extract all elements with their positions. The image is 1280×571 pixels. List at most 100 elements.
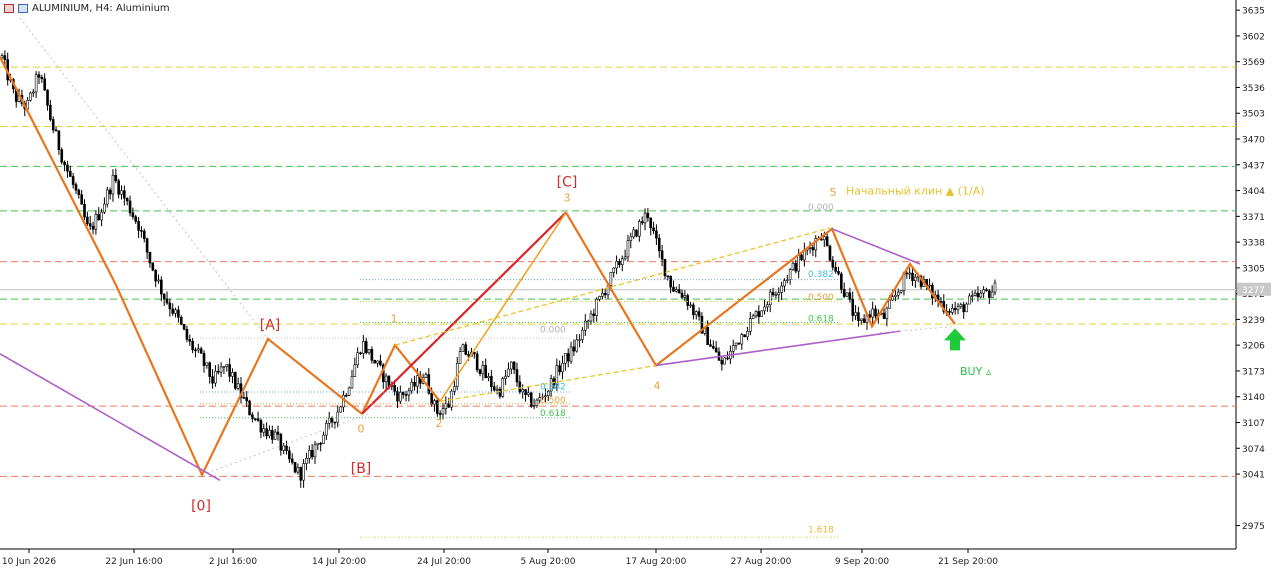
wedge-lower-line — [655, 330, 901, 367]
candle-body — [583, 320, 587, 331]
candle-body — [356, 352, 359, 366]
candle-body — [990, 291, 994, 298]
y-tick-label: 3536 — [1242, 84, 1265, 94]
candle-body — [319, 442, 322, 445]
candle-body — [763, 306, 766, 312]
candle-body — [436, 400, 439, 414]
candle-body — [262, 428, 266, 433]
fib-label: 0.382 — [808, 270, 834, 280]
candle-body — [359, 352, 362, 355]
candle-body — [464, 344, 468, 355]
candle-body — [740, 334, 744, 345]
candle-body — [60, 149, 64, 163]
candle-body — [344, 394, 348, 397]
y-tick-label: 3404 — [1242, 187, 1265, 197]
fib-label: 0.382 — [540, 383, 566, 393]
candle-body — [592, 313, 596, 316]
chart-window-icon[interactable] — [4, 3, 14, 13]
candle-body — [532, 405, 536, 407]
candle-body — [259, 420, 263, 433]
candle-body — [669, 275, 672, 288]
candle-body — [700, 315, 704, 334]
candle-body — [185, 328, 189, 340]
candle-body — [586, 320, 590, 323]
y-tick-label: 3470 — [1242, 136, 1265, 146]
candle-body — [885, 307, 889, 320]
candle-body — [640, 221, 644, 224]
candle-body — [424, 374, 428, 378]
candle-body — [199, 348, 203, 354]
level-lines — [0, 66, 1236, 477]
candle-body — [228, 364, 231, 377]
candle-body — [939, 301, 943, 303]
candle-body — [296, 467, 300, 473]
y-tick-label: 3437 — [1242, 161, 1265, 171]
candle-body — [219, 366, 223, 373]
candle-body — [313, 444, 317, 458]
candle-body — [367, 349, 371, 353]
candle-body — [333, 421, 337, 424]
candle-body — [766, 304, 769, 308]
y-tick-label: 3140 — [1242, 393, 1265, 403]
candle-body — [236, 383, 240, 389]
candle-body — [473, 351, 476, 355]
candle-body — [928, 284, 931, 287]
candle-body — [162, 293, 166, 300]
candle-body — [282, 445, 285, 451]
candle-body — [142, 230, 146, 240]
candle-body — [307, 450, 311, 459]
candle-body — [302, 463, 305, 481]
candle-body — [834, 266, 837, 272]
candle-body — [541, 396, 544, 399]
candle-body — [777, 292, 781, 296]
candle-body — [814, 238, 818, 251]
candle-body — [666, 275, 670, 278]
candle-body — [46, 89, 49, 106]
candle-body — [74, 184, 78, 191]
fib-label: 0.500 — [808, 293, 834, 303]
candle-body — [140, 230, 143, 232]
candle-body — [123, 190, 126, 199]
candle-body — [222, 366, 226, 368]
y-tick-label: 3371 — [1242, 213, 1265, 223]
candle-body — [948, 311, 951, 313]
candle-body — [438, 413, 442, 415]
candle-body — [896, 291, 900, 296]
candle-body — [618, 261, 621, 266]
candle-body — [350, 376, 354, 389]
candle-body — [595, 298, 598, 316]
fib-label: 0.500 — [540, 396, 566, 406]
candle-body — [723, 357, 726, 365]
candle-body — [760, 310, 763, 317]
candle-body — [731, 345, 735, 352]
wave-abc-line — [0, 56, 363, 478]
candle-body — [430, 393, 433, 405]
candle-body — [108, 189, 112, 195]
candle-body — [154, 269, 157, 282]
candle-body — [546, 390, 550, 397]
candle-body — [248, 400, 251, 416]
chart-type-icon[interactable] — [18, 3, 28, 13]
candle-body — [657, 237, 661, 252]
candle-body — [396, 391, 399, 402]
candle-body — [620, 258, 624, 266]
candle-body — [168, 302, 172, 310]
candle-body — [894, 294, 897, 298]
candle-body — [544, 395, 547, 398]
x-tick-label: 17 Aug 20:00 — [626, 557, 687, 567]
candle-body — [845, 292, 849, 297]
candle-body — [962, 304, 966, 313]
candle-body — [882, 312, 886, 320]
candle-body — [623, 256, 627, 260]
candle-body — [529, 392, 533, 407]
candle-body — [973, 292, 977, 296]
candle-body — [97, 214, 101, 221]
candle-body — [569, 346, 573, 362]
candle-body — [527, 392, 530, 395]
candle-body — [362, 341, 365, 354]
fib-levels: 0.000 0.382 0.500 0.618 0.000 0.382 0.500 0.618… — [200, 203, 840, 538]
candle-body — [63, 161, 66, 166]
